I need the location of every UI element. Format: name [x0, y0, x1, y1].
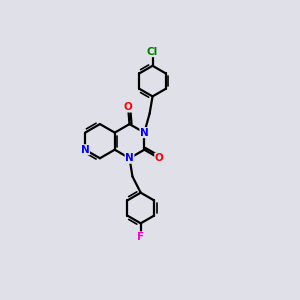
Text: O: O: [155, 153, 164, 163]
Text: O: O: [124, 102, 132, 112]
Text: F: F: [137, 232, 144, 242]
Text: Cl: Cl: [147, 47, 158, 57]
Text: N: N: [125, 153, 134, 163]
Text: N: N: [140, 128, 149, 138]
Text: N: N: [81, 145, 89, 155]
